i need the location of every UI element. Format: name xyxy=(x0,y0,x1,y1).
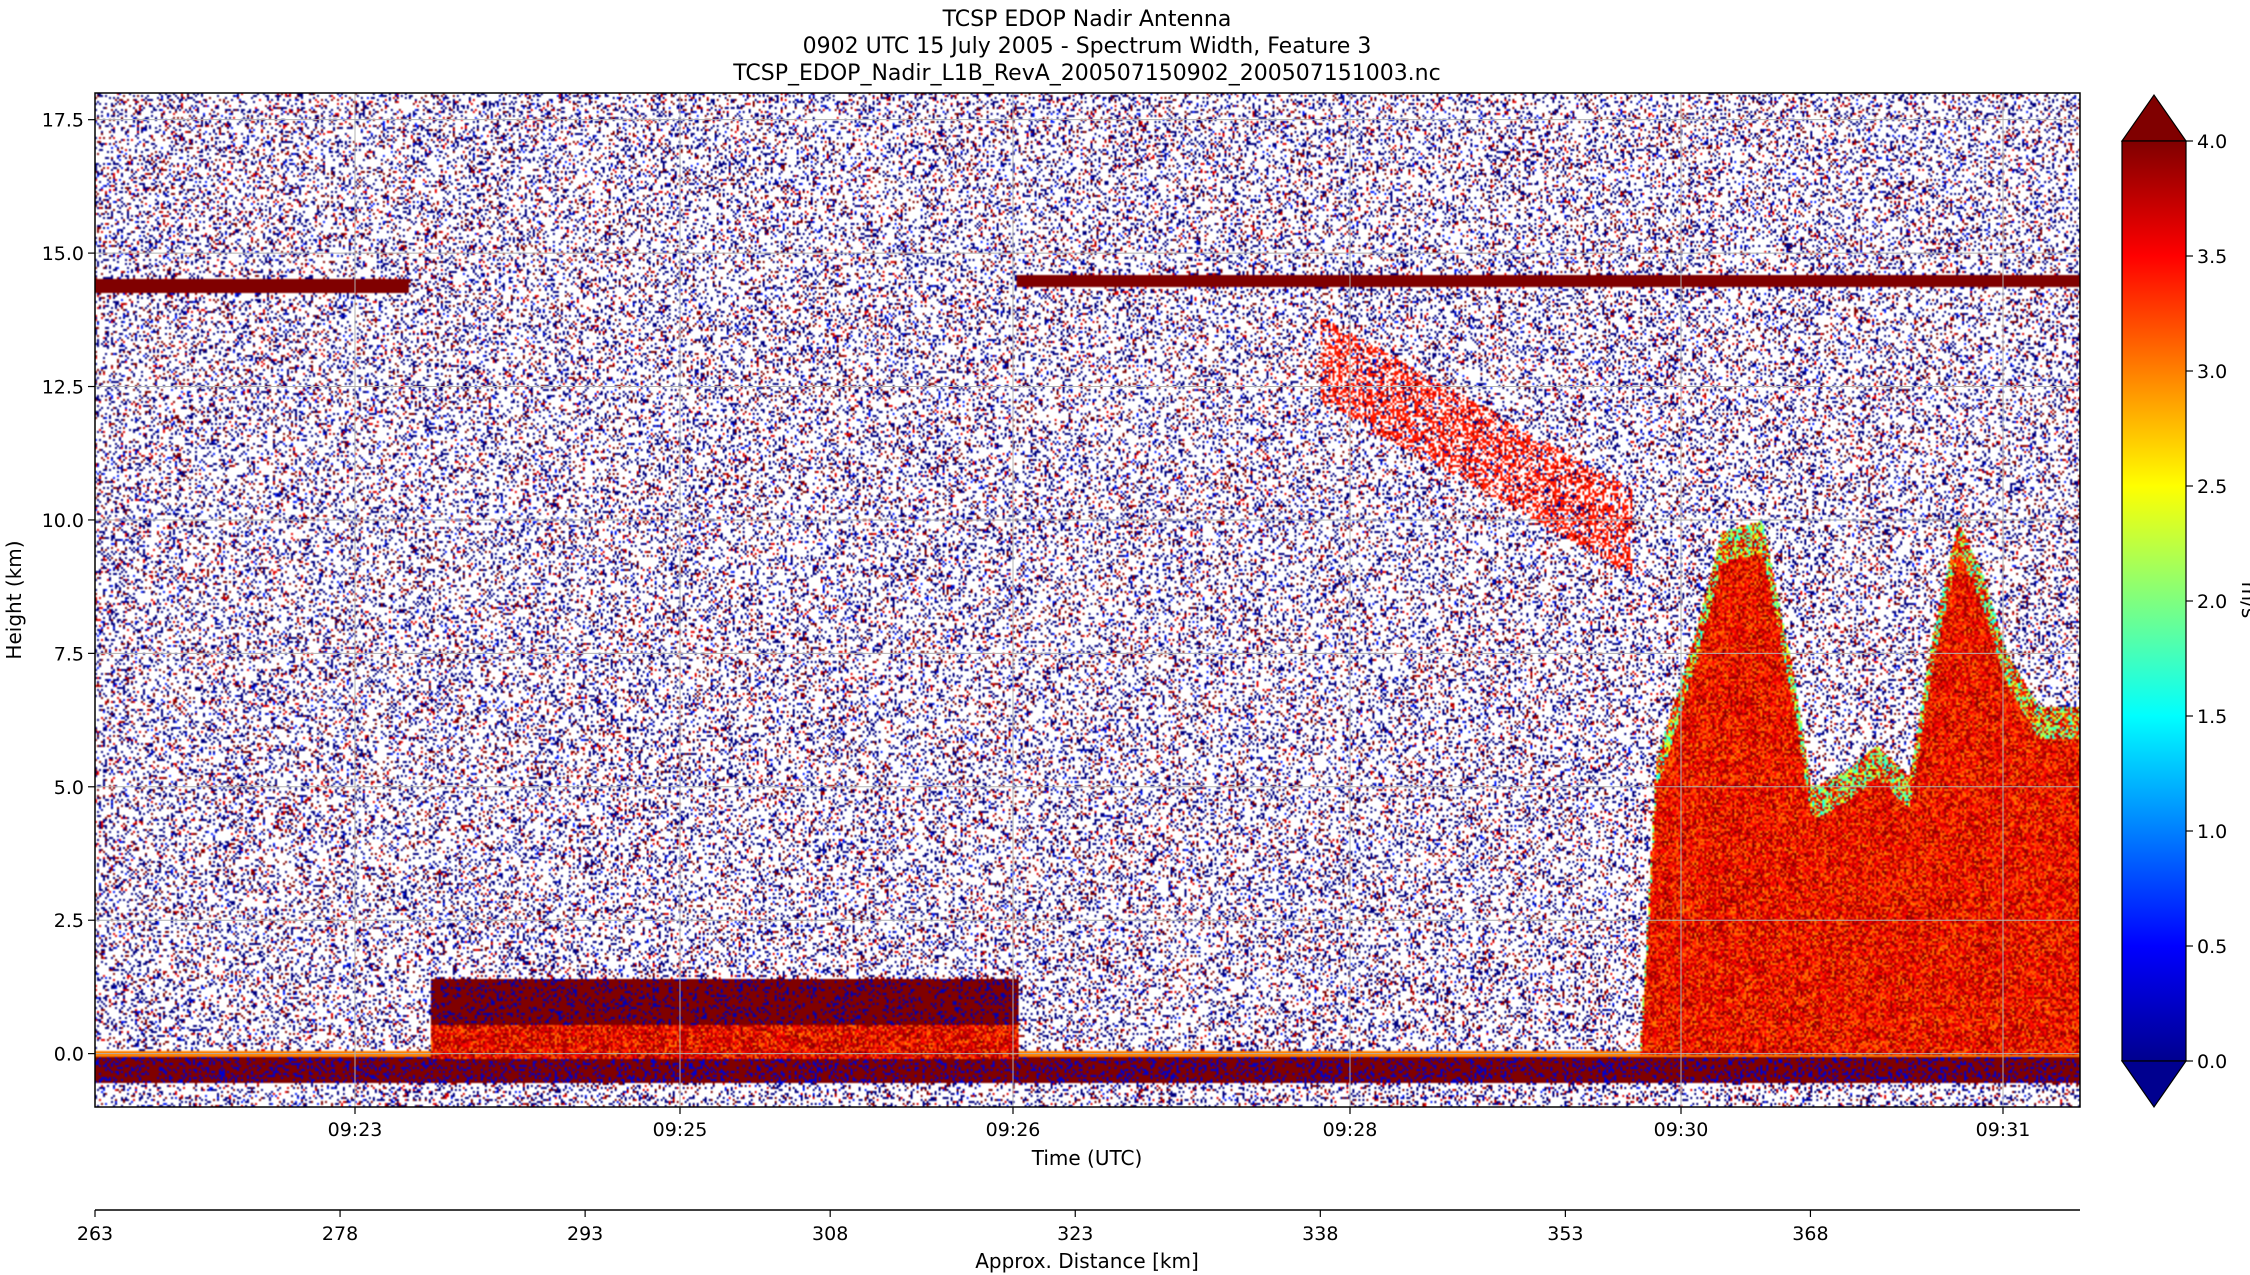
colorbar-gradient xyxy=(2121,140,2187,1062)
colorbar-tick-label: 1.5 xyxy=(2197,706,2227,728)
y-tick-label: 7.5 xyxy=(54,643,84,665)
x-tick-label: 09:23 xyxy=(328,1119,383,1141)
y-tick-label: 5.0 xyxy=(54,777,84,799)
chart-title-line-1: TCSP EDOP Nadir Antenna xyxy=(942,7,1232,32)
y-tick-label: 15.0 xyxy=(42,243,84,265)
colorbar-extend-bottom xyxy=(2120,1060,2188,1109)
y-tick-label: 0.0 xyxy=(54,1044,84,1066)
x-axis-label: Time (UTC) xyxy=(1031,1146,1143,1170)
colorbar-tick-label: 0.5 xyxy=(2197,936,2227,958)
distance-tick-label: 308 xyxy=(812,1223,848,1245)
distance-tick-label: 353 xyxy=(1547,1223,1583,1245)
x-tick-label: 09:30 xyxy=(1654,1119,1709,1141)
distance-tick-label: 293 xyxy=(567,1223,603,1245)
colorbar-tick-label: 3.5 xyxy=(2197,246,2227,268)
y-tick-label: 17.5 xyxy=(42,110,84,132)
x-axis: 09:23 09:25 09:26 09:28 09:30 09:31 xyxy=(328,1107,2031,1141)
distance-tick-label: 278 xyxy=(322,1223,358,1245)
distance-tick-label: 338 xyxy=(1302,1223,1338,1245)
colorbar-tick-label: 0.0 xyxy=(2197,1051,2227,1073)
colorbar-ticks: 0.0 0.5 1.0 1.5 2.0 2.5 3.0 3.5 4.0 xyxy=(2186,131,2227,1073)
colorbar-tick-label: 1.0 xyxy=(2197,821,2227,843)
distance-tick-label: 263 xyxy=(77,1223,113,1245)
chart-title-line-2: 0902 UTC 15 July 2005 - Spectrum Width, … xyxy=(803,34,1372,59)
plot-area: 09:23 09:25 09:26 09:28 09:30 09:31 0.0 2.5 5.0… xyxy=(42,92,2081,1141)
colorbar-tick-label: 3.0 xyxy=(2197,361,2227,383)
distance-tick-label: 323 xyxy=(1057,1223,1093,1245)
colorbar-tick-label: 2.0 xyxy=(2197,591,2227,613)
colorbar-extend-top xyxy=(2120,93,2188,142)
y-tick-label: 2.5 xyxy=(54,910,84,932)
x-tick-label: 09:31 xyxy=(1976,1119,2031,1141)
y-axis: 0.0 2.5 5.0 7.5 10.0 12.5 15.0 17.5 xyxy=(42,110,95,1066)
y-axis-label: Height (km) xyxy=(2,540,26,659)
y-tick-label: 12.5 xyxy=(42,377,84,399)
distance-tick-label: 368 xyxy=(1792,1223,1828,1245)
y-tick-label: 10.0 xyxy=(42,510,84,532)
colorbar-tick-label: 4.0 xyxy=(2197,131,2227,153)
x-tick-label: 09:26 xyxy=(986,1119,1041,1141)
distance-axis-label: Approx. Distance [km] xyxy=(975,1249,1199,1273)
spectrum-width-heatmap xyxy=(95,93,2080,1107)
colorbar: 0.0 0.5 1.0 1.5 2.0 2.5 3.0 3.5 4.0 m/s xyxy=(2120,93,2250,1109)
x-tick-label: 09:25 xyxy=(653,1119,708,1141)
colorbar-label: m/s xyxy=(2237,582,2250,619)
chart-title-line-3: TCSP_EDOP_Nadir_L1B_RevA_200507150902_20… xyxy=(732,61,1440,86)
x-tick-label: 09:28 xyxy=(1323,1119,1378,1141)
plot-frame xyxy=(94,92,2081,1108)
grid xyxy=(95,93,2080,1107)
distance-axis: 263 278 293 308 323 338 353 368 xyxy=(77,1209,2080,1245)
colorbar-tick-label: 2.5 xyxy=(2197,476,2227,498)
